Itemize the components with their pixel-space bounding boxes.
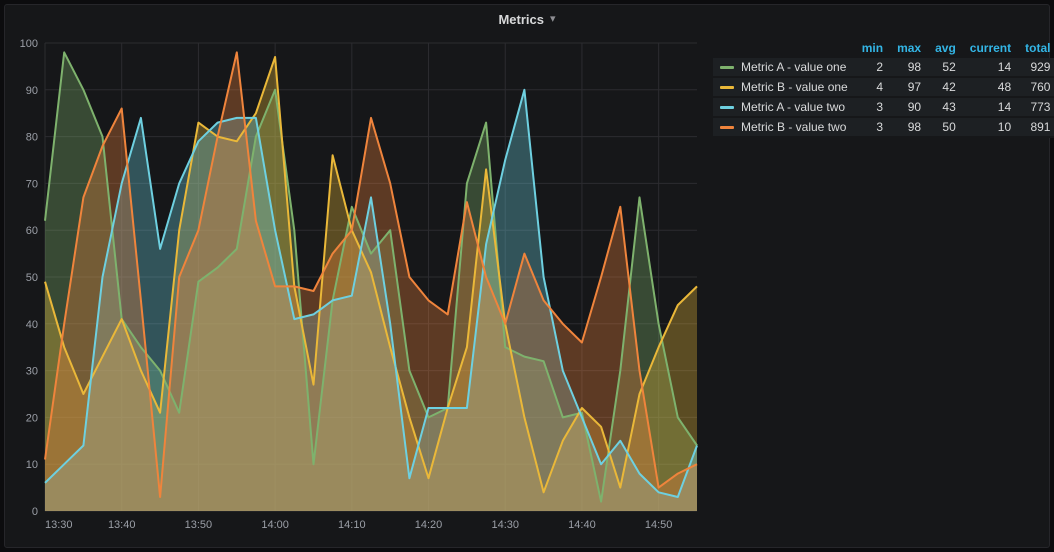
legend-row: Metric B - value two 3 98 50 10 891	[713, 117, 1054, 138]
legend-series-label: Metric A - value two	[741, 100, 846, 114]
x-tick-label: 14:40	[568, 519, 596, 531]
legend-max-value: 98	[890, 58, 929, 78]
metrics-panel: Metrics ▾ 0 10 20 30 40 50 60 70 80 90 100 13:30 13:…	[4, 4, 1054, 548]
series-color-icon	[720, 105, 734, 109]
y-tick-label: 40	[26, 319, 38, 331]
legend-series-label: Metric B - value two	[741, 120, 847, 134]
legend-min-value: 4	[854, 77, 891, 98]
legend-current-value: 10	[962, 117, 1019, 138]
x-tick-label: 13:30	[45, 519, 73, 531]
legend-header-avg[interactable]: avg	[935, 41, 956, 55]
series-area	[45, 57, 697, 511]
legend-header-min[interactable]: min	[861, 41, 884, 55]
legend-avg-value: 42	[928, 77, 963, 98]
y-tick-label: 80	[26, 132, 38, 144]
y-tick-label: 50	[26, 272, 38, 284]
legend-min-value: 2	[854, 58, 891, 78]
legend-total-value: 891	[1018, 117, 1054, 138]
legend-max-value: 98	[890, 117, 929, 138]
series-line	[44, 51, 698, 498]
legend-avg-value: 50	[928, 117, 963, 138]
legend-series-label: Metric B - value one	[741, 80, 848, 94]
series-color-icon	[720, 125, 734, 129]
series-lines	[44, 51, 698, 503]
series-area	[45, 89, 697, 512]
legend-current-value: 14	[962, 97, 1019, 118]
panel-title-dropdown[interactable]: Metrics ▾	[490, 10, 563, 29]
chevron-down-icon: ▾	[550, 12, 556, 25]
legend-current-value: 14	[962, 58, 1019, 78]
legend-row: Metric A - value one 2 98 52 14 929	[713, 58, 1054, 78]
legend-series-cell: Metric A - value two	[713, 97, 855, 118]
legend-min-value: 3	[854, 97, 891, 118]
panel-header: Metrics ▾	[5, 5, 1049, 33]
y-tick-label: 90	[26, 85, 38, 97]
legend-max-value: 97	[890, 77, 929, 98]
legend-current-value: 48	[962, 77, 1019, 98]
series-color-icon	[720, 85, 734, 89]
legend-series-toggle[interactable]: Metric B - value one	[720, 80, 848, 94]
legend-series-cell: Metric B - value two	[713, 117, 855, 138]
legend-total-value: 773	[1018, 97, 1054, 118]
legend-series-toggle[interactable]: Metric A - value two	[720, 100, 848, 114]
legend-series-toggle[interactable]: Metric A - value one	[720, 60, 848, 74]
y-tick-label: 30	[26, 366, 38, 378]
legend-total-value: 929	[1018, 58, 1054, 78]
legend-series-toggle[interactable]: Metric B - value two	[720, 120, 848, 134]
series-area	[45, 52, 697, 512]
legend-avg-value: 43	[928, 97, 963, 118]
panel-title: Metrics	[498, 11, 544, 27]
y-tick-label: 100	[20, 38, 38, 50]
metrics-chart[interactable]: 0 10 20 30 40 50 60 70 80 90 100 13:30 13:40 13:50 14:…	[5, 33, 711, 543]
series-areas	[45, 52, 697, 512]
legend-min-value: 3	[854, 117, 891, 138]
chart-svg: 0 10 20 30 40 50 60 70 80 90 100 13:30 13:40 13:50 14:…	[20, 38, 698, 531]
legend-body: Metric A - value one 2 98 52 14 929 Metric B -…	[713, 58, 1054, 138]
series-line	[44, 51, 698, 503]
y-tick-label: 0	[32, 506, 38, 518]
y-axis-labels: 0 10 20 30 40 50 60 70 80 90 100	[20, 38, 38, 518]
legend-series-cell: Metric B - value one	[713, 77, 855, 98]
series-line	[44, 56, 698, 494]
legend-header-total[interactable]: total	[1025, 41, 1051, 55]
legend-avg-value: 52	[928, 58, 963, 78]
y-tick-label: 20	[26, 412, 38, 424]
legend-row: Metric A - value two 3 90 43 14 773	[713, 97, 1054, 118]
panel-body: 0 10 20 30 40 50 60 70 80 90 100 13:30 13:40 13:50 14:…	[5, 33, 1054, 547]
legend-header-max[interactable]: max	[897, 41, 922, 55]
legend-header-current[interactable]: current	[969, 41, 1012, 55]
legend-table: min max avg current total Metric A - value o…	[713, 39, 1054, 138]
x-tick-label: 14:50	[645, 519, 673, 531]
legend-corner	[713, 39, 855, 58]
x-tick-label: 14:10	[338, 519, 366, 531]
legend-series-label: Metric A - value one	[741, 60, 847, 74]
x-tick-label: 14:30	[491, 519, 519, 531]
grid	[44, 42, 697, 512]
x-tick-label: 14:20	[415, 519, 443, 531]
legend-max-value: 90	[890, 97, 929, 118]
x-tick-label: 14:00	[261, 519, 289, 531]
series-color-icon	[720, 65, 734, 69]
legend-series-cell: Metric A - value one	[713, 58, 855, 78]
series-line	[44, 88, 698, 498]
legend-total-value: 760	[1018, 77, 1054, 98]
x-tick-label: 13:50	[185, 519, 213, 531]
x-axis-labels: 13:30 13:40 13:50 14:00 14:10 14:20 14:30 14:40…	[45, 519, 672, 531]
x-tick-label: 13:40	[108, 519, 136, 531]
y-tick-label: 10	[26, 459, 38, 471]
y-tick-label: 70	[26, 178, 38, 190]
y-tick-label: 60	[26, 225, 38, 237]
series-area	[45, 52, 697, 512]
legend-row: Metric B - value one 4 97 42 48 760	[713, 77, 1054, 98]
